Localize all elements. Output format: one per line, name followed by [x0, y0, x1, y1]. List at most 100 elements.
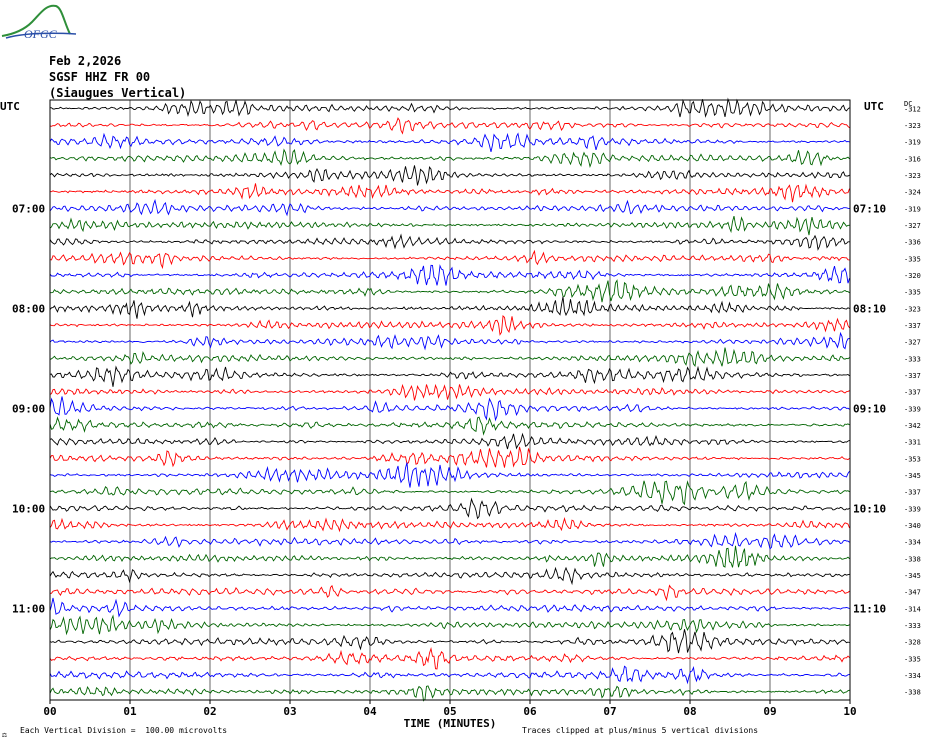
dc-offset-label: -323 — [904, 122, 921, 130]
right-utc-title: UTC — [864, 100, 884, 113]
seismic-trace — [49, 416, 850, 436]
seismic-trace — [50, 584, 850, 602]
dc-offset-label: -333 — [904, 622, 921, 630]
dc-offset-label: -324 — [904, 189, 921, 197]
dc-offset-label: -340 — [904, 522, 921, 530]
dc-offset-label: -335 — [904, 255, 921, 263]
station-code: SGSF HHZ FR 00 — [49, 70, 151, 84]
station-site: (Siaugues Vertical) — [49, 86, 187, 100]
seismic-trace — [49, 629, 850, 654]
seismic-trace — [49, 531, 850, 550]
logo-blue-swoosh — [5, 32, 77, 39]
seismic-trace — [50, 279, 850, 303]
dc-offset-label: -327 — [904, 222, 921, 230]
x-tick-label: 05 — [443, 705, 456, 718]
logo-green-arc — [1, 4, 71, 37]
seismic-trace — [49, 249, 850, 270]
dc-offset-label: -335 — [904, 289, 921, 297]
seismic-trace — [49, 614, 850, 636]
dc-offset-label: -336 — [904, 239, 921, 247]
seismic-traces — [49, 97, 850, 702]
seismic-trace — [49, 215, 850, 236]
x-tick-label: 04 — [363, 705, 377, 718]
left-time-label: 09:00 — [12, 402, 45, 415]
seismic-trace — [49, 516, 850, 533]
seismic-trace — [49, 198, 850, 217]
dc-offset-label: -338 — [904, 689, 921, 697]
dc-offset-label: -323 — [904, 172, 921, 180]
scale-note: Each Vertical Division = 100.00 microvol… — [20, 726, 228, 735]
x-tick-label: 00 — [43, 705, 56, 718]
seismic-trace — [49, 685, 850, 702]
left-time-label: 08:00 — [12, 302, 45, 315]
dc-axis-title: DC — [904, 100, 912, 108]
dc-offset-label: -323 — [904, 305, 921, 313]
dc-offset-label: -334 — [904, 672, 921, 680]
dc-offset-label: -334 — [904, 539, 921, 547]
seismic-trace — [49, 233, 850, 251]
seismic-trace — [49, 264, 850, 286]
seismic-trace — [49, 315, 850, 336]
dc-offset-label: -319 — [904, 139, 921, 147]
seismic-trace — [50, 183, 850, 203]
seismic-trace — [49, 296, 850, 319]
seismic-trace — [49, 132, 850, 153]
dc-offset-label: -331 — [904, 439, 921, 447]
right-time-label: 11:10 — [853, 602, 886, 615]
dc-offset-label: -312 — [904, 105, 921, 113]
seismic-trace — [49, 432, 850, 450]
dc-offset-label: -337 — [904, 389, 921, 397]
dc-offset-label: -345 — [904, 572, 921, 580]
dc-offset-label: -335 — [904, 655, 921, 663]
seismic-trace — [49, 117, 850, 135]
seismic-trace — [49, 165, 850, 186]
dc-offset-label: -328 — [904, 639, 921, 647]
left-time-label: 11:00 — [12, 602, 45, 615]
dc-offset-label: -333 — [904, 355, 921, 363]
right-time-label: 07:10 — [853, 202, 886, 215]
seismic-trace — [49, 597, 850, 618]
ofgc-logo: OFGC — [1, 4, 77, 41]
right-time-label: 09:10 — [853, 402, 886, 415]
dc-offset-label: -339 — [904, 405, 921, 413]
x-tick-label: 10 — [843, 705, 856, 718]
minute-grid — [129, 100, 771, 700]
dc-offset-label: -314 — [904, 605, 921, 613]
recording-date: Feb 2,2026 — [49, 54, 122, 68]
seismic-trace — [49, 347, 850, 368]
x-tick-label: 07 — [603, 705, 616, 718]
dc-offset-label: -337 — [904, 322, 921, 330]
x-tick-label: 03 — [283, 705, 296, 718]
seismic-trace — [49, 331, 850, 351]
right-time-label: 10:10 — [853, 502, 886, 515]
seismic-trace — [49, 646, 850, 670]
x-tick-label: 08 — [683, 705, 696, 718]
clip-note: Traces clipped at plus/minus 5 vertical … — [522, 726, 759, 735]
dc-offset-label: -327 — [904, 339, 921, 347]
seismic-trace — [49, 497, 850, 520]
seismic-trace — [49, 365, 850, 387]
seismic-trace — [49, 148, 850, 169]
left-time-label: 07:00 — [12, 202, 45, 215]
dc-offset-label: -320 — [904, 272, 921, 280]
left-time-label: 10:00 — [12, 502, 45, 515]
seismic-trace — [49, 545, 850, 568]
dc-offset-label: -347 — [904, 589, 921, 597]
seismic-trace — [49, 665, 850, 685]
seismic-trace — [49, 566, 850, 586]
dc-offset-label: -342 — [904, 422, 921, 430]
seismic-trace — [49, 480, 850, 506]
seismic-trace — [49, 383, 850, 401]
seismic-trace — [49, 396, 850, 422]
dc-offset-label: -339 — [904, 505, 921, 513]
dc-offset-label: -319 — [904, 205, 921, 213]
seismic-trace — [49, 462, 850, 488]
logo-text: OFGC — [24, 27, 58, 41]
x-tick-label: 06 — [523, 705, 537, 718]
right-time-label: 08:10 — [853, 302, 886, 315]
x-tick-label: 09 — [763, 705, 776, 718]
dc-offset-label: -353 — [904, 455, 921, 463]
left-utc-title: UTC — [0, 100, 20, 113]
corner-mark: ⚖ — [2, 730, 7, 739]
